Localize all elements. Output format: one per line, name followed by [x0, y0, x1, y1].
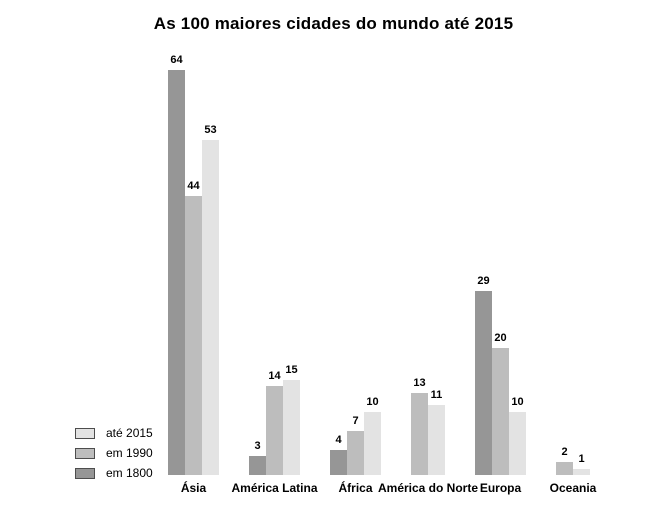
bar-value-label: 20	[494, 332, 507, 344]
bar-slot: 2	[556, 447, 573, 475]
bar-slot: 29	[475, 276, 492, 475]
bar-value-label: 2	[561, 446, 568, 458]
bar-value-label: 4	[335, 434, 342, 446]
bar-value-label: 10	[511, 396, 524, 408]
bar-value-label: 7	[352, 415, 359, 427]
legend-swatch-em-1990	[75, 447, 95, 459]
category-label: Ásia	[180, 481, 207, 495]
bar-em-1990	[492, 348, 509, 475]
bar-em-1800	[475, 291, 492, 475]
bar-value-label: 15	[285, 364, 298, 376]
bar-em-1800	[168, 70, 185, 475]
bar-slot: 3	[249, 441, 266, 475]
legend-item-em-1990: em 1990	[75, 443, 153, 463]
legend-swatch-em-1800	[75, 467, 95, 479]
bar-value-label: 1	[578, 453, 585, 465]
bar-slot: 7	[347, 416, 364, 475]
legend-label-em-1990: em 1990	[106, 446, 153, 460]
bar-value-label: 11	[430, 389, 443, 401]
bar-slot: 1	[573, 454, 590, 475]
bar-slot: 10	[509, 397, 526, 475]
bar-group: 3 14 15 América Latina	[231, 365, 317, 496]
category-label: América do Norte	[377, 481, 479, 495]
legend-swatch-ate-2015	[75, 427, 95, 439]
bar-slot: 20	[492, 333, 509, 475]
bar-group: 64 44 53 Ásia	[168, 55, 219, 495]
bar-slot: 13	[411, 378, 428, 475]
bar-slot: 53	[202, 125, 219, 475]
bar-slot: 14	[266, 371, 283, 475]
legend-item-ate-2015: até 2015	[75, 423, 153, 443]
bar-value-label: 44	[187, 180, 200, 192]
legend: até 2015 em 1990 em 1800	[75, 423, 153, 483]
bar-group: 13 11 América do Norte	[378, 378, 478, 496]
category-label: América Latina	[231, 481, 318, 495]
bar-até-2015	[573, 469, 590, 475]
bar-em-1990	[556, 462, 573, 475]
bar-até-2015	[364, 412, 381, 475]
bar-até-2015	[428, 405, 445, 475]
bar-em-1990	[266, 386, 283, 475]
category-label: Oceania	[549, 481, 597, 495]
bar-group: 2 1 Oceania	[550, 447, 597, 496]
bar-slot: 4	[330, 435, 347, 475]
bar-até-2015	[283, 380, 300, 475]
bar-value-label: 14	[268, 370, 281, 382]
bar-value-label: 10	[366, 396, 379, 408]
bar-slot: 44	[185, 181, 202, 475]
bar-até-2015	[509, 412, 526, 475]
bar-value-label: 3	[254, 440, 261, 452]
bar-slot: 10	[364, 397, 381, 475]
legend-item-em-1800: em 1800	[75, 463, 153, 483]
legend-label-ate-2015: até 2015	[106, 426, 153, 440]
bar-em-1990	[185, 196, 202, 475]
bar-slot: 11	[428, 390, 445, 475]
category-label: Europa	[479, 481, 522, 495]
bar-em-1990	[411, 393, 428, 475]
bar-value-label: 29	[477, 275, 490, 287]
bar-até-2015	[202, 140, 219, 475]
category-label: África	[338, 481, 373, 495]
legend-label-em-1800: em 1800	[106, 466, 153, 480]
bar-em-1800	[249, 456, 266, 475]
bar-plot-area: 64 44 53 Ásia 3 14 15 América Latina 4 7 10 África 1…	[168, 55, 597, 496]
bar-group: 4 7 10 África	[330, 397, 381, 495]
bar-em-1800	[330, 450, 347, 475]
chart-title: As 100 maiores cidades do mundo até 2015	[153, 14, 514, 33]
bar-value-label: 13	[413, 377, 426, 389]
bar-slot: 15	[283, 365, 300, 475]
bar-value-label: 64	[170, 54, 183, 66]
bar-group: 29 20 10 Europa	[475, 276, 526, 495]
bar-slot: 64	[168, 55, 185, 475]
bar-em-1990	[347, 431, 364, 475]
bar-value-label: 53	[204, 124, 217, 136]
